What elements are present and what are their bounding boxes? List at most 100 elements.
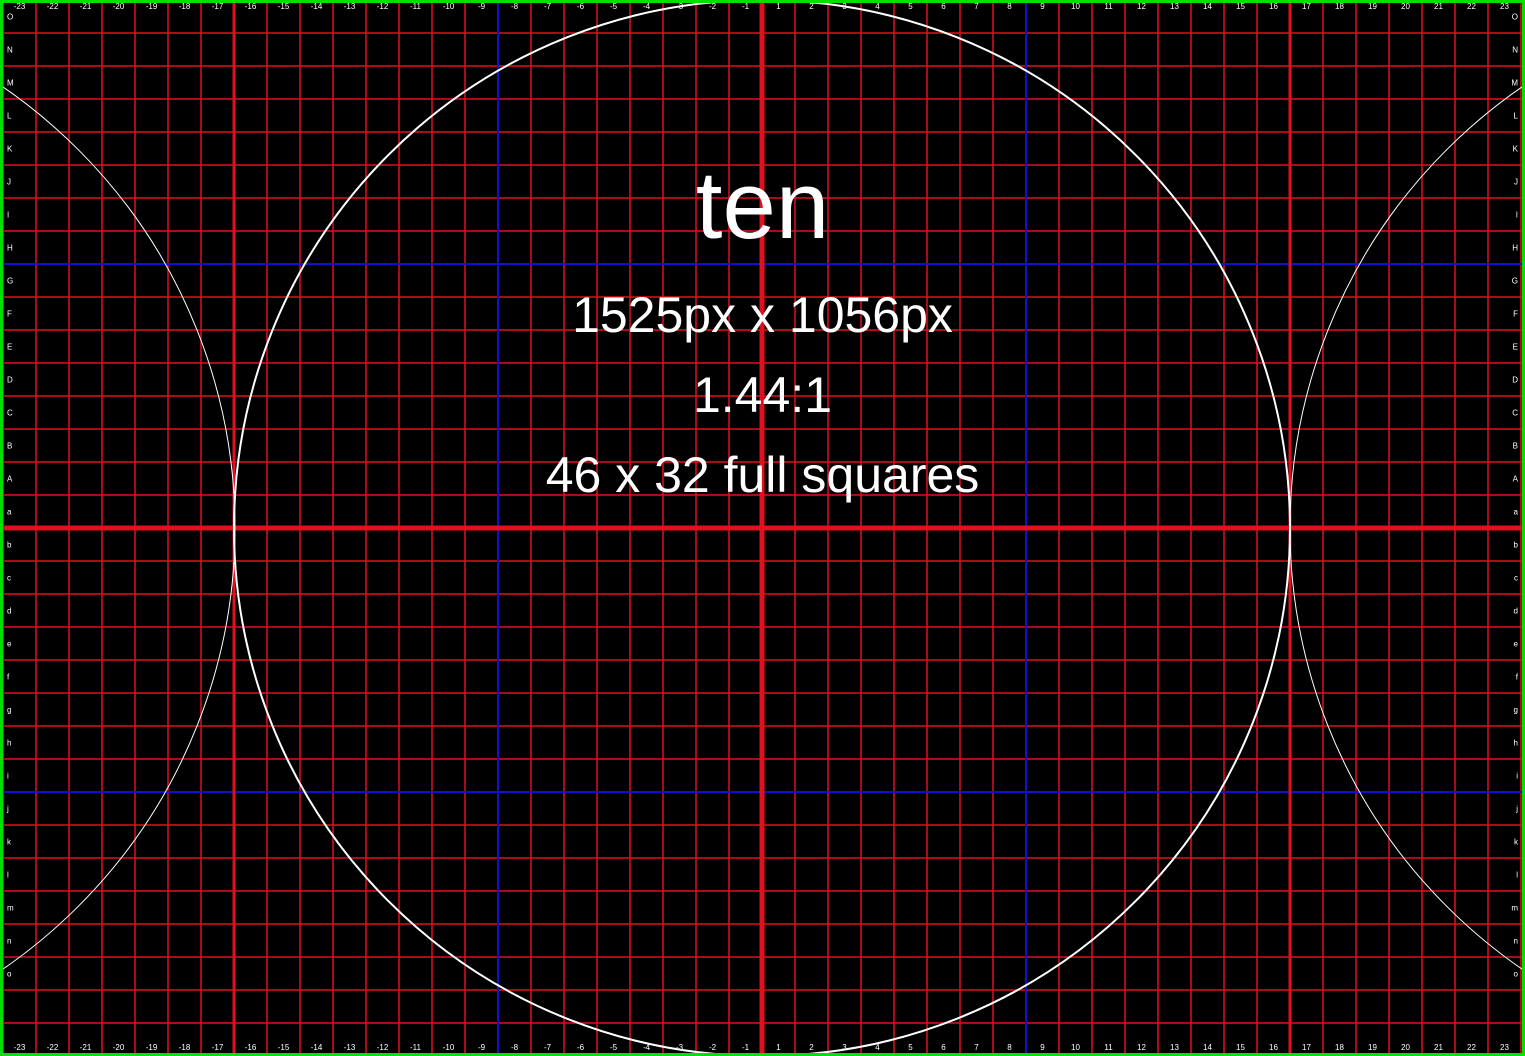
row-label: c <box>1514 574 1518 583</box>
row-label: e <box>1514 640 1519 649</box>
column-label: 11 <box>1104 1043 1113 1052</box>
column-label: -18 <box>179 2 191 11</box>
row-label: o <box>7 970 12 979</box>
row-label: n <box>1514 937 1518 946</box>
column-label: -3 <box>676 2 684 11</box>
column-label: 10 <box>1071 2 1080 11</box>
row-label: a <box>1514 508 1519 517</box>
row-label: D <box>7 376 13 385</box>
column-label: 6 <box>941 1043 946 1052</box>
column-label: -14 <box>311 1043 323 1052</box>
column-label: -7 <box>544 2 552 11</box>
column-label: -9 <box>478 1043 486 1052</box>
column-label: 9 <box>1040 2 1045 11</box>
column-label: -6 <box>577 2 585 11</box>
column-label: 20 <box>1401 2 1410 11</box>
column-label: -19 <box>146 2 158 11</box>
row-label: A <box>1513 475 1519 484</box>
column-label: -12 <box>377 2 389 11</box>
column-label: 7 <box>974 1043 979 1052</box>
row-label: G <box>1512 277 1518 286</box>
column-label: -11 <box>410 1043 422 1052</box>
column-label: -8 <box>511 1043 519 1052</box>
row-label: H <box>1512 244 1518 253</box>
row-label: G <box>7 277 13 286</box>
left-circle-arc <box>0 84 236 972</box>
row-label: D <box>1512 376 1518 385</box>
row-label: d <box>7 607 11 616</box>
column-label: -2 <box>709 2 717 11</box>
row-label: B <box>7 442 12 451</box>
row-label: J <box>1514 178 1518 187</box>
column-label: 18 <box>1335 1043 1344 1052</box>
row-label: b <box>7 541 12 550</box>
column-label: -12 <box>377 1043 389 1052</box>
column-label: -6 <box>577 1043 585 1052</box>
row-label: h <box>1514 739 1518 748</box>
row-label: j <box>1515 805 1518 814</box>
row-label: i <box>1516 772 1518 781</box>
row-label: m <box>7 904 14 913</box>
column-label: -3 <box>676 1043 684 1052</box>
pattern-title: ten <box>695 152 830 259</box>
row-label: e <box>7 640 12 649</box>
row-label: k <box>1514 838 1519 847</box>
row-label: N <box>7 46 13 55</box>
column-label: 23 <box>1500 2 1509 11</box>
column-label: -22 <box>47 1043 59 1052</box>
column-label: 21 <box>1434 1043 1443 1052</box>
column-label: 15 <box>1236 1043 1245 1052</box>
row-label: g <box>1514 706 1518 715</box>
row-label: l <box>1516 871 1518 880</box>
row-label: H <box>7 244 13 253</box>
row-label: A <box>7 475 13 484</box>
column-label: 17 <box>1302 1043 1311 1052</box>
column-label: 22 <box>1467 1043 1476 1052</box>
row-label: d <box>1514 607 1518 616</box>
column-label: 4 <box>875 2 880 11</box>
row-label: o <box>1514 970 1519 979</box>
row-label: m <box>1511 904 1518 913</box>
column-label: -17 <box>212 2 224 11</box>
column-label: 15 <box>1236 2 1245 11</box>
column-label: -17 <box>212 1043 224 1052</box>
column-label: 3 <box>842 2 847 11</box>
row-label: L <box>7 112 12 121</box>
row-label: I <box>1516 211 1518 220</box>
column-label: 12 <box>1137 2 1146 11</box>
column-label: 20 <box>1401 1043 1410 1052</box>
row-label: O <box>1512 13 1518 22</box>
column-label: 16 <box>1269 2 1278 11</box>
column-label: -8 <box>511 2 519 11</box>
column-label: 1 <box>776 2 781 11</box>
row-label: M <box>7 79 14 88</box>
column-label: -22 <box>47 2 59 11</box>
column-label: -5 <box>610 2 618 11</box>
row-label: F <box>7 310 12 319</box>
row-label: l <box>7 871 9 880</box>
squares-count-label: 46 x 32 full squares <box>545 447 980 503</box>
column-label: 4 <box>875 1043 880 1052</box>
column-label: -18 <box>179 1043 191 1052</box>
column-label: -4 <box>643 2 651 11</box>
right-circle-arc <box>1289 84 1525 972</box>
row-label: f <box>1516 673 1519 682</box>
column-label: 7 <box>974 2 979 11</box>
column-label: -21 <box>80 1043 92 1052</box>
column-label: -16 <box>245 2 257 11</box>
row-label: j <box>6 805 9 814</box>
column-label: 1 <box>776 1043 781 1052</box>
column-label: 2 <box>809 2 814 11</box>
column-label: 16 <box>1269 1043 1278 1052</box>
column-label: 2 <box>809 1043 814 1052</box>
column-label: 13 <box>1170 2 1179 11</box>
row-label: K <box>7 145 13 154</box>
column-label: -20 <box>113 1043 125 1052</box>
column-label: 14 <box>1203 2 1212 11</box>
column-label: 8 <box>1007 1043 1012 1052</box>
row-label: c <box>7 574 11 583</box>
row-label: B <box>1513 442 1518 451</box>
column-label: 17 <box>1302 2 1311 11</box>
column-label: -2 <box>709 1043 717 1052</box>
